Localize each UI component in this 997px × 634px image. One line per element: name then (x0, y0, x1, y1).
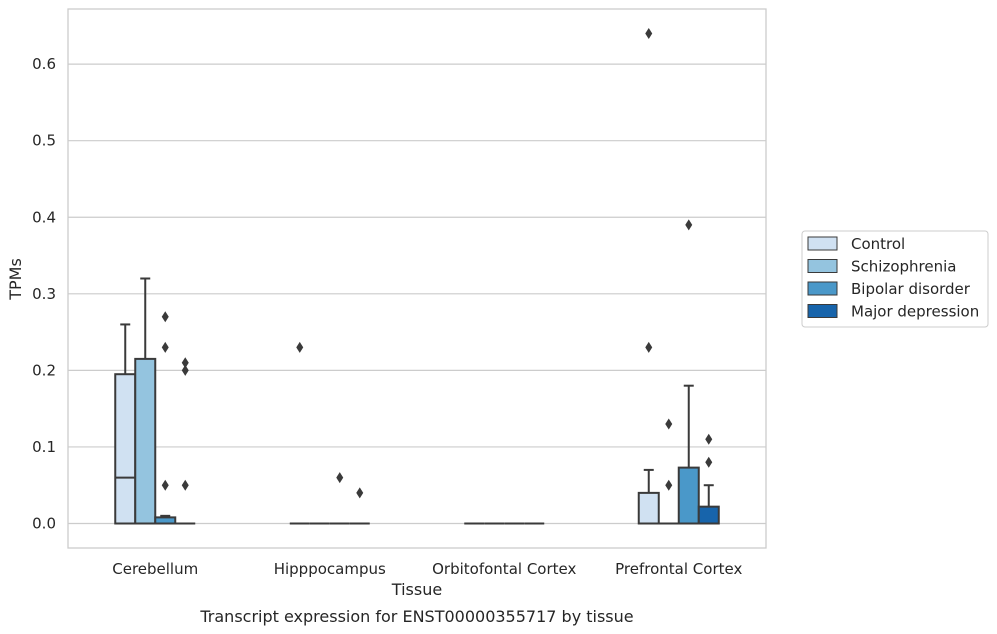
outlier-point (645, 28, 653, 39)
legend-frame (801, 230, 989, 328)
outlier-point (645, 341, 653, 353)
box-hipppocampus-bipolar-disorder (329, 472, 350, 525)
y-axis-title: TPMs (6, 258, 25, 301)
y-tick-label: 0.4 (32, 208, 56, 226)
legend-swatch (807, 236, 838, 251)
y-tick-label: 0.0 (32, 515, 56, 533)
plot-frame (67, 8, 767, 549)
legend: Control Schizophrenia Bipolar disorder Majo… (801, 230, 989, 328)
y-tick-label: 0.6 (32, 55, 56, 73)
x-tick-label: Cerebellum (112, 560, 198, 578)
box-prefrontal-cortex-schizophrenia (658, 418, 679, 525)
legend-swatch (807, 281, 838, 296)
outlier-point (181, 479, 189, 491)
box-body (134, 357, 157, 525)
outlier-point (685, 219, 693, 231)
box-body (637, 491, 660, 525)
outlier-point (181, 357, 189, 369)
legend-label: Control (851, 235, 905, 253)
outlier-point (705, 456, 713, 468)
box-body (114, 373, 137, 525)
legend-label: Bipolar disorder (851, 280, 971, 298)
box-prefrontal-cortex-bipolar-disorder (677, 219, 700, 525)
plot-area (68, 9, 766, 548)
outlier-point (161, 341, 169, 353)
legend-swatch (807, 304, 838, 318)
x-tick-labels: Cerebellum Hipppocampus Orbitofontal Corte… (112, 560, 742, 578)
legend-swatch (807, 259, 838, 273)
x-tick-label: Prefrontal Cortex (615, 560, 742, 578)
box-hipppocampus-major-depression (349, 487, 370, 525)
legend-label: Major depression (851, 303, 979, 321)
y-tick-labels: 0.0 0.1 0.2 0.3 0.4 0.5 0.6 (32, 55, 56, 532)
outlier-point (181, 364, 189, 376)
outlier-point (665, 418, 673, 430)
outlier-point (296, 341, 304, 353)
box-cerebellum-schizophrenia (134, 277, 157, 525)
box-cerebellum-bipolar-disorder (154, 311, 177, 525)
legend-label: Schizophrenia (851, 258, 956, 276)
box-cerebellum-major-depression (175, 357, 196, 525)
outlier-point (665, 479, 673, 491)
x-axis-title: Tissue (391, 580, 442, 599)
y-tick-label: 0.3 (32, 285, 56, 303)
outlier-point (705, 433, 713, 445)
box-prefrontal-cortex-major-depression (697, 433, 720, 525)
box-body (677, 466, 700, 525)
x-tick-label: Hipppocampus (274, 560, 386, 578)
y-tick-label: 0.1 (32, 438, 56, 456)
boxes-layer (114, 28, 720, 525)
box-prefrontal-cortex-control (637, 28, 660, 525)
chart-caption: Transcript expression for ENST0000035571… (199, 607, 633, 626)
outlier-point (161, 479, 169, 491)
outlier-point (336, 472, 344, 484)
y-tick-label: 0.5 (32, 132, 56, 150)
outlier-point (161, 311, 169, 323)
box-hipppocampus-control (289, 341, 310, 525)
x-tick-label: Orbitofontal Cortex (432, 560, 576, 578)
y-tick-label: 0.2 (32, 361, 56, 379)
outlier-point (356, 487, 364, 499)
box-body (697, 505, 720, 525)
